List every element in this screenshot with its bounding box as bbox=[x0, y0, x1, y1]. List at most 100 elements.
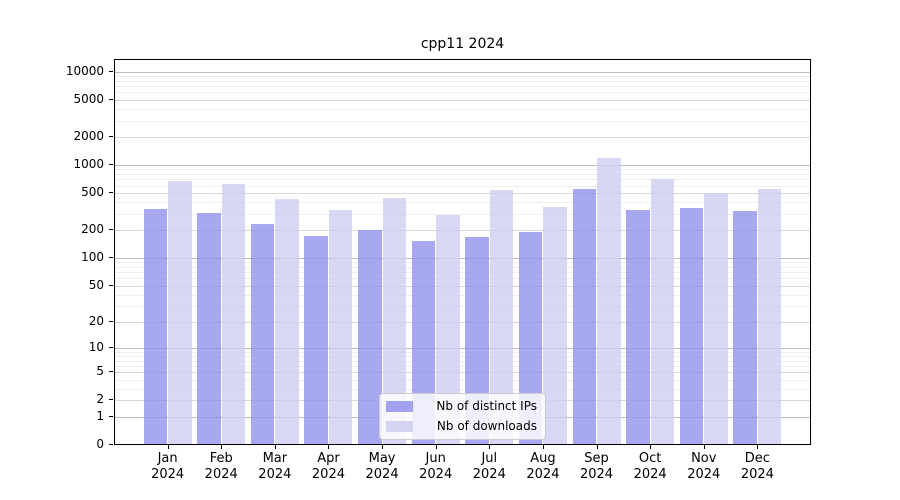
x-axis-month-label: Apr 2024 bbox=[311, 451, 345, 482]
y-axis-tick-mark bbox=[109, 415, 113, 417]
bar-distinct-ips-jan bbox=[143, 208, 168, 444]
bar-distinct-ips-sep bbox=[572, 188, 597, 444]
x-axis-tick-mark bbox=[596, 445, 598, 449]
y-axis-tick-label: 20 bbox=[88, 313, 104, 328]
x-axis-tick-mark bbox=[435, 445, 437, 449]
x-axis-month-label: Dec 2024 bbox=[740, 451, 774, 482]
minor-gridline bbox=[115, 262, 810, 264]
minor-gridline bbox=[115, 80, 810, 82]
y-axis-tick-mark bbox=[109, 284, 113, 286]
minor-gridline bbox=[115, 92, 810, 94]
y-axis-tick-mark bbox=[109, 256, 113, 258]
y-axis-tick-label: 2 bbox=[96, 392, 104, 407]
bar-distinct-ips-nov bbox=[679, 208, 704, 444]
bar-downloads-apr bbox=[328, 210, 353, 444]
y-axis-tick-label: 10 bbox=[88, 339, 104, 354]
legend-item-distinct-ips: Nb of distinct IPs bbox=[386, 400, 537, 413]
x-axis-month-label: May 2024 bbox=[365, 451, 399, 482]
minor-gridline bbox=[115, 294, 810, 296]
minor-gridline bbox=[115, 213, 810, 215]
plot-area: Nb of distinct IPs Nb of downloads bbox=[114, 59, 811, 445]
y-axis-tick-label: 5 bbox=[96, 364, 104, 379]
x-axis-month-label: Aug 2024 bbox=[526, 451, 560, 482]
y-axis-tick-label: 1000 bbox=[73, 157, 104, 172]
y-axis-tick-mark bbox=[109, 444, 113, 445]
y-axis-tick-label: 5000 bbox=[73, 91, 104, 106]
bar-downloads-sep bbox=[597, 158, 621, 444]
minor-gridline bbox=[115, 169, 810, 171]
x-axis-tick-mark bbox=[542, 445, 544, 449]
bar-distinct-ips-jul bbox=[465, 237, 489, 444]
minor-gridline bbox=[115, 179, 810, 181]
bar-downloads-mar bbox=[275, 198, 299, 444]
x-axis-tick-mark bbox=[757, 445, 759, 449]
y-axis-tick-mark bbox=[109, 98, 113, 100]
y-axis-tick-label: 10000 bbox=[65, 63, 104, 78]
y-axis-tick-mark bbox=[109, 371, 113, 373]
y-axis-tick-mark bbox=[109, 399, 113, 401]
bar-downloads-aug bbox=[543, 206, 567, 444]
minor-gridline bbox=[115, 379, 810, 381]
legend-label-distinct-ips: Nb of distinct IPs bbox=[436, 399, 537, 413]
y-axis-tick-mark bbox=[109, 135, 113, 137]
x-axis-tick-mark bbox=[489, 445, 491, 449]
minor-gridline bbox=[115, 86, 810, 88]
y-axis-tick-label: 200 bbox=[81, 222, 104, 237]
bar-distinct-ips-aug bbox=[518, 232, 543, 444]
minor-gridline bbox=[115, 120, 810, 122]
y-axis-tick-mark bbox=[109, 320, 113, 322]
bar-distinct-ips-mar bbox=[250, 224, 275, 444]
y-axis-tick-mark bbox=[109, 164, 113, 166]
legend: Nb of distinct IPs Nb of downloads bbox=[379, 393, 546, 440]
minor-gridline bbox=[115, 388, 810, 390]
y-axis-tick-mark bbox=[109, 70, 113, 72]
y-axis-tick-label: 500 bbox=[81, 185, 104, 200]
major-gridline bbox=[115, 165, 810, 167]
minor-gridline bbox=[115, 76, 810, 78]
minor-gridline bbox=[115, 108, 810, 110]
x-axis-tick-mark bbox=[703, 445, 705, 449]
y-axis-tick-label: 50 bbox=[88, 277, 104, 292]
major-gridline bbox=[115, 257, 810, 259]
minor-gridline bbox=[115, 185, 810, 187]
x-axis-month-label: Nov 2024 bbox=[687, 451, 721, 482]
bar-distinct-ips-may bbox=[358, 230, 382, 444]
minor-gridline bbox=[115, 351, 810, 353]
x-axis-month-label: Jun 2024 bbox=[419, 451, 453, 482]
bar-distinct-ips-oct bbox=[626, 210, 650, 444]
major-gridline bbox=[115, 99, 810, 101]
y-axis-tick-label: 1 bbox=[96, 408, 104, 423]
x-axis-tick-mark bbox=[382, 445, 384, 449]
minor-gridline bbox=[115, 366, 810, 368]
x-axis-month-label: Mar 2024 bbox=[258, 451, 292, 482]
minor-gridline bbox=[115, 266, 810, 268]
bar-downloads-feb bbox=[221, 183, 246, 444]
bar-downloads-jun bbox=[436, 214, 460, 444]
bar-downloads-oct bbox=[650, 179, 675, 444]
major-gridline bbox=[115, 372, 810, 374]
y-axis-tick-label: 100 bbox=[81, 249, 104, 264]
major-gridline bbox=[115, 71, 810, 73]
y-axis-tick-mark bbox=[109, 229, 113, 231]
x-axis-month-label: Sep 2024 bbox=[579, 451, 614, 482]
y-axis-tick-label: 0 bbox=[96, 437, 104, 451]
minor-gridline bbox=[115, 202, 810, 204]
major-gridline bbox=[115, 321, 810, 323]
minor-gridline bbox=[115, 360, 810, 362]
x-axis-tick-mark bbox=[221, 445, 223, 449]
legend-swatch-distinct-ips bbox=[386, 401, 413, 412]
legend-label-downloads: Nb of downloads bbox=[436, 419, 537, 433]
bar-downloads-jan bbox=[168, 181, 192, 444]
x-axis-tick-mark bbox=[650, 445, 652, 449]
major-gridline bbox=[115, 347, 810, 349]
major-gridline bbox=[115, 193, 810, 195]
major-gridline bbox=[115, 285, 810, 287]
x-axis-month-label: Feb 2024 bbox=[204, 451, 238, 482]
bar-downloads-jul bbox=[489, 190, 514, 444]
bar-downloads-nov bbox=[704, 192, 728, 444]
x-axis-tick-mark bbox=[167, 445, 169, 449]
bar-downloads-may bbox=[382, 197, 407, 444]
x-axis-tick-mark bbox=[328, 445, 330, 449]
x-axis-month-label: Jan 2024 bbox=[151, 451, 185, 482]
